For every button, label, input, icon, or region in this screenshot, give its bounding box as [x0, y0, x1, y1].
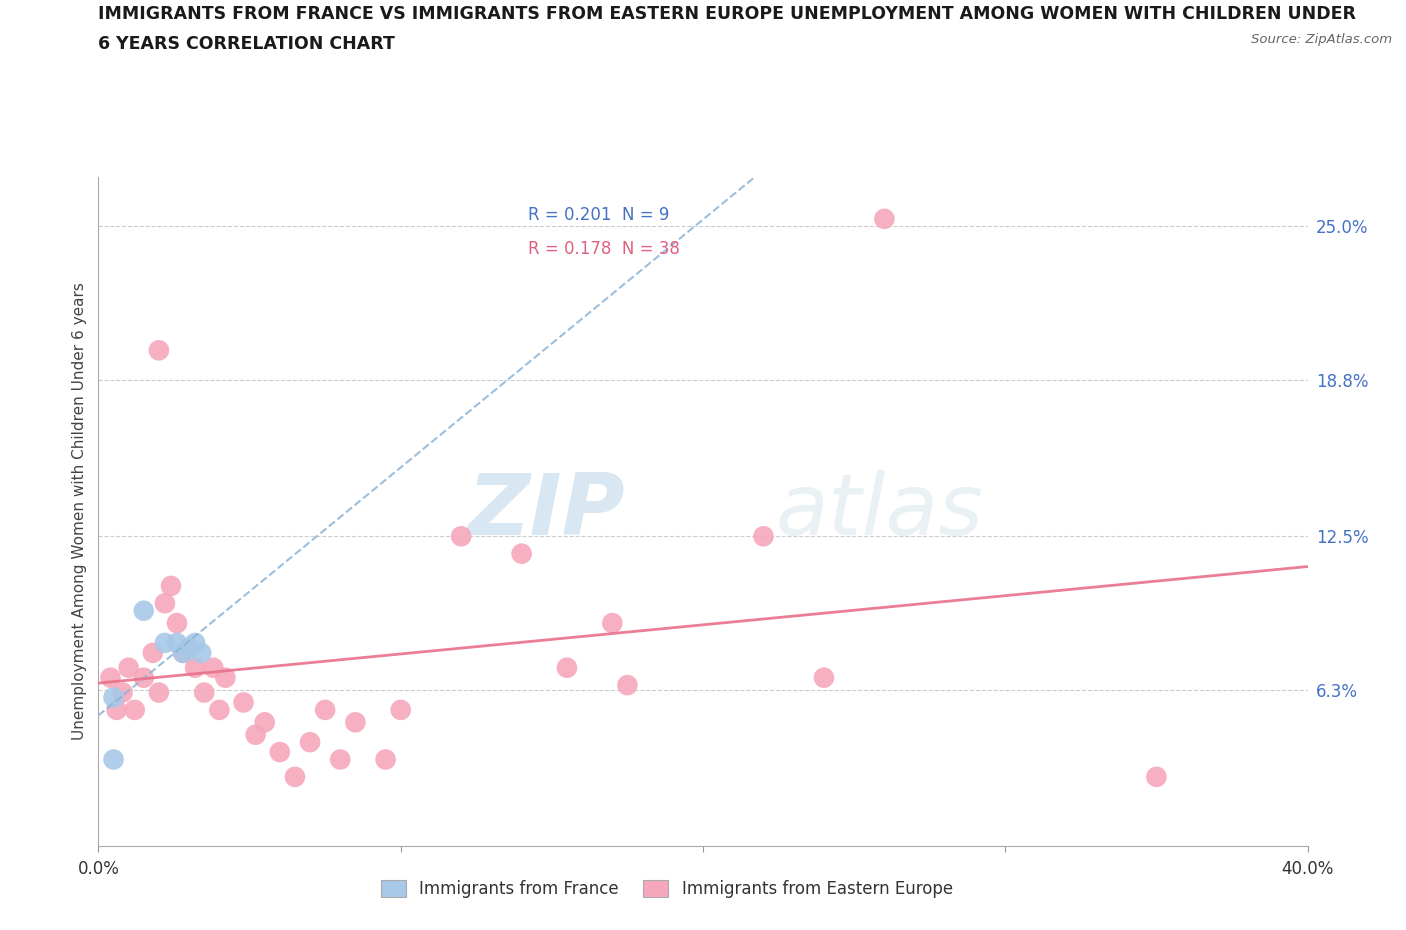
Text: 6 YEARS CORRELATION CHART: 6 YEARS CORRELATION CHART — [98, 35, 395, 53]
Point — [1144, 769, 1167, 784]
Point — [214, 671, 236, 685]
Point — [344, 715, 367, 730]
Y-axis label: Unemployment Among Women with Children Under 6 years: Unemployment Among Women with Children U… — [72, 283, 87, 740]
Point — [111, 685, 134, 700]
Text: R = 0.201  N = 9: R = 0.201 N = 9 — [527, 206, 669, 224]
Point — [555, 660, 578, 675]
Point — [193, 685, 215, 700]
Point — [132, 604, 155, 618]
Point — [602, 616, 624, 631]
Point — [184, 660, 207, 675]
Text: R = 0.178  N = 38: R = 0.178 N = 38 — [527, 240, 679, 258]
Point — [103, 690, 125, 705]
Point — [153, 596, 176, 611]
Point — [329, 752, 352, 767]
Point — [132, 671, 155, 685]
Text: Source: ZipAtlas.com: Source: ZipAtlas.com — [1251, 33, 1392, 46]
Text: atlas: atlas — [776, 470, 984, 553]
Point — [245, 727, 267, 742]
Point — [284, 769, 307, 784]
Point — [124, 702, 146, 717]
Point — [166, 635, 188, 650]
Text: IMMIGRANTS FROM FRANCE VS IMMIGRANTS FROM EASTERN EUROPE UNEMPLOYMENT AMONG WOME: IMMIGRANTS FROM FRANCE VS IMMIGRANTS FRO… — [98, 5, 1357, 22]
Point — [510, 546, 533, 561]
Point — [813, 671, 835, 685]
Legend: Immigrants from France, Immigrants from Eastern Europe: Immigrants from France, Immigrants from … — [374, 873, 960, 905]
Point — [190, 645, 212, 660]
Point — [616, 678, 638, 693]
Point — [202, 660, 225, 675]
Point — [389, 702, 412, 717]
Point — [873, 211, 896, 226]
Point — [232, 695, 254, 710]
Point — [142, 645, 165, 660]
Point — [148, 685, 170, 700]
Point — [103, 752, 125, 767]
Point — [450, 529, 472, 544]
Point — [374, 752, 396, 767]
Point — [208, 702, 231, 717]
Point — [166, 616, 188, 631]
Point — [269, 745, 291, 760]
Point — [299, 735, 322, 750]
Point — [160, 578, 183, 593]
Point — [314, 702, 336, 717]
Point — [153, 635, 176, 650]
Point — [100, 671, 122, 685]
Point — [172, 645, 194, 660]
Point — [752, 529, 775, 544]
Point — [105, 702, 128, 717]
Text: ZIP: ZIP — [467, 470, 624, 553]
Point — [253, 715, 276, 730]
Point — [179, 641, 201, 656]
Point — [172, 645, 194, 660]
Point — [184, 635, 207, 650]
Point — [148, 343, 170, 358]
Point — [118, 660, 141, 675]
